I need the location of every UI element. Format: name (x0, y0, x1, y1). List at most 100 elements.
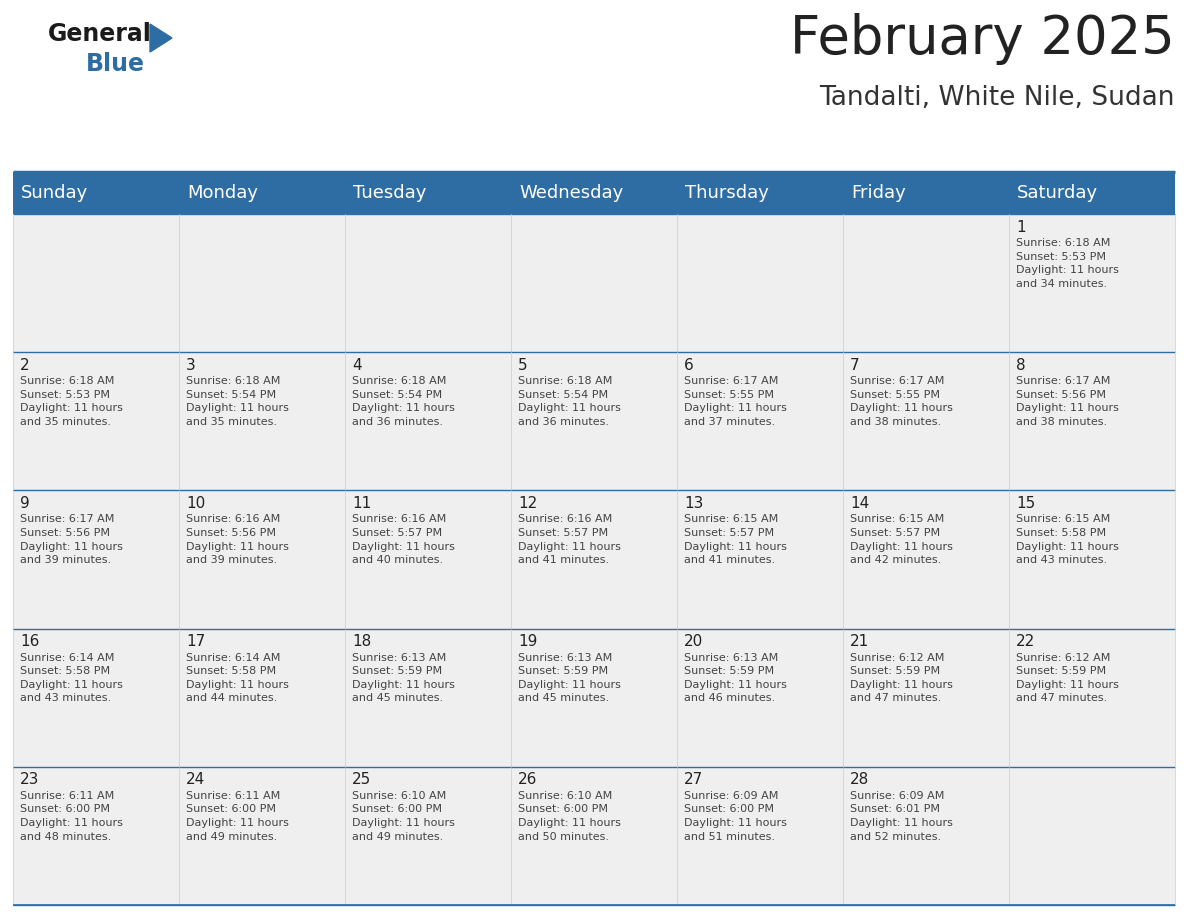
Text: 14: 14 (849, 496, 870, 511)
Text: 21: 21 (849, 634, 870, 649)
Bar (179, 629, 345, 767)
Bar (345, 214, 511, 353)
Bar (843, 353, 1009, 490)
Text: Sunrise: 6:12 AM
Sunset: 5:59 PM
Daylight: 11 hours
and 47 minutes.: Sunrise: 6:12 AM Sunset: 5:59 PM Dayligh… (849, 653, 953, 703)
Text: 15: 15 (1016, 496, 1035, 511)
Text: Sunday: Sunday (21, 184, 88, 202)
Bar (677, 353, 843, 490)
Bar (179, 353, 345, 490)
Bar (13, 353, 179, 490)
Bar (13, 767, 179, 905)
Text: 6: 6 (684, 358, 694, 373)
Text: Sunrise: 6:14 AM
Sunset: 5:58 PM
Daylight: 11 hours
and 44 minutes.: Sunrise: 6:14 AM Sunset: 5:58 PM Dayligh… (187, 653, 289, 703)
Bar (677, 214, 843, 353)
Bar (13, 172, 1175, 214)
Text: 2: 2 (20, 358, 30, 373)
Text: Sunrise: 6:18 AM
Sunset: 5:53 PM
Daylight: 11 hours
and 34 minutes.: Sunrise: 6:18 AM Sunset: 5:53 PM Dayligh… (1016, 238, 1119, 289)
Text: Sunrise: 6:09 AM
Sunset: 6:01 PM
Daylight: 11 hours
and 52 minutes.: Sunrise: 6:09 AM Sunset: 6:01 PM Dayligh… (849, 790, 953, 842)
Bar (843, 767, 1009, 905)
Bar (1009, 767, 1175, 905)
Text: Wednesday: Wednesday (519, 184, 624, 202)
Text: Sunrise: 6:12 AM
Sunset: 5:59 PM
Daylight: 11 hours
and 47 minutes.: Sunrise: 6:12 AM Sunset: 5:59 PM Dayligh… (1016, 653, 1119, 703)
Text: 22: 22 (1016, 634, 1035, 649)
Text: Thursday: Thursday (685, 184, 769, 202)
Text: Sunrise: 6:17 AM
Sunset: 5:55 PM
Daylight: 11 hours
and 37 minutes.: Sunrise: 6:17 AM Sunset: 5:55 PM Dayligh… (684, 376, 786, 427)
Text: Sunrise: 6:13 AM
Sunset: 5:59 PM
Daylight: 11 hours
and 45 minutes.: Sunrise: 6:13 AM Sunset: 5:59 PM Dayligh… (352, 653, 455, 703)
Bar (511, 214, 677, 353)
Bar (1009, 490, 1175, 629)
Bar (179, 490, 345, 629)
Bar (13, 214, 179, 353)
Text: Sunrise: 6:17 AM
Sunset: 5:56 PM
Daylight: 11 hours
and 38 minutes.: Sunrise: 6:17 AM Sunset: 5:56 PM Dayligh… (1016, 376, 1119, 427)
Text: 16: 16 (20, 634, 39, 649)
Text: 26: 26 (518, 772, 537, 788)
Bar (179, 214, 345, 353)
Bar (677, 490, 843, 629)
Bar (179, 767, 345, 905)
Text: Sunrise: 6:14 AM
Sunset: 5:58 PM
Daylight: 11 hours
and 43 minutes.: Sunrise: 6:14 AM Sunset: 5:58 PM Dayligh… (20, 653, 122, 703)
Bar (345, 353, 511, 490)
Text: 27: 27 (684, 772, 703, 788)
Text: General: General (48, 22, 152, 46)
Bar (13, 629, 179, 767)
Text: 13: 13 (684, 496, 703, 511)
Text: 20: 20 (684, 634, 703, 649)
Text: 23: 23 (20, 772, 39, 788)
Text: 17: 17 (187, 634, 206, 649)
Text: Sunrise: 6:18 AM
Sunset: 5:54 PM
Daylight: 11 hours
and 36 minutes.: Sunrise: 6:18 AM Sunset: 5:54 PM Dayligh… (352, 376, 455, 427)
Text: Saturday: Saturday (1017, 184, 1098, 202)
Text: Blue: Blue (86, 52, 145, 76)
Text: Sunrise: 6:17 AM
Sunset: 5:55 PM
Daylight: 11 hours
and 38 minutes.: Sunrise: 6:17 AM Sunset: 5:55 PM Dayligh… (849, 376, 953, 427)
Bar (13, 490, 179, 629)
Bar (843, 214, 1009, 353)
Text: 4: 4 (352, 358, 361, 373)
Text: 19: 19 (518, 634, 537, 649)
Text: Sunrise: 6:13 AM
Sunset: 5:59 PM
Daylight: 11 hours
and 45 minutes.: Sunrise: 6:13 AM Sunset: 5:59 PM Dayligh… (518, 653, 621, 703)
Text: Sunrise: 6:18 AM
Sunset: 5:53 PM
Daylight: 11 hours
and 35 minutes.: Sunrise: 6:18 AM Sunset: 5:53 PM Dayligh… (20, 376, 122, 427)
Bar (1009, 214, 1175, 353)
Text: 3: 3 (187, 358, 196, 373)
Text: Sunrise: 6:15 AM
Sunset: 5:57 PM
Daylight: 11 hours
and 42 minutes.: Sunrise: 6:15 AM Sunset: 5:57 PM Dayligh… (849, 514, 953, 565)
Text: 12: 12 (518, 496, 537, 511)
Text: Sunrise: 6:16 AM
Sunset: 5:57 PM
Daylight: 11 hours
and 40 minutes.: Sunrise: 6:16 AM Sunset: 5:57 PM Dayligh… (352, 514, 455, 565)
Text: Sunrise: 6:09 AM
Sunset: 6:00 PM
Daylight: 11 hours
and 51 minutes.: Sunrise: 6:09 AM Sunset: 6:00 PM Dayligh… (684, 790, 786, 842)
Text: Sunrise: 6:18 AM
Sunset: 5:54 PM
Daylight: 11 hours
and 36 minutes.: Sunrise: 6:18 AM Sunset: 5:54 PM Dayligh… (518, 376, 621, 427)
Text: February 2025: February 2025 (790, 13, 1175, 65)
Bar (843, 629, 1009, 767)
Text: 10: 10 (187, 496, 206, 511)
Polygon shape (150, 24, 172, 52)
Bar (511, 629, 677, 767)
Text: 9: 9 (20, 496, 30, 511)
Text: 25: 25 (352, 772, 371, 788)
Text: Friday: Friday (851, 184, 905, 202)
Bar (677, 767, 843, 905)
Text: Sunrise: 6:11 AM
Sunset: 6:00 PM
Daylight: 11 hours
and 48 minutes.: Sunrise: 6:11 AM Sunset: 6:00 PM Dayligh… (20, 790, 122, 842)
Text: Sunrise: 6:18 AM
Sunset: 5:54 PM
Daylight: 11 hours
and 35 minutes.: Sunrise: 6:18 AM Sunset: 5:54 PM Dayligh… (187, 376, 289, 427)
Bar (511, 353, 677, 490)
Text: Sunrise: 6:16 AM
Sunset: 5:57 PM
Daylight: 11 hours
and 41 minutes.: Sunrise: 6:16 AM Sunset: 5:57 PM Dayligh… (518, 514, 621, 565)
Text: Monday: Monday (187, 184, 258, 202)
Text: 7: 7 (849, 358, 860, 373)
Bar (345, 767, 511, 905)
Text: Tandalti, White Nile, Sudan: Tandalti, White Nile, Sudan (820, 85, 1175, 111)
Text: 28: 28 (849, 772, 870, 788)
Bar (677, 629, 843, 767)
Bar (345, 629, 511, 767)
Text: 8: 8 (1016, 358, 1025, 373)
Bar (843, 490, 1009, 629)
Bar (1009, 353, 1175, 490)
Text: Sunrise: 6:16 AM
Sunset: 5:56 PM
Daylight: 11 hours
and 39 minutes.: Sunrise: 6:16 AM Sunset: 5:56 PM Dayligh… (187, 514, 289, 565)
Text: 11: 11 (352, 496, 371, 511)
Text: 1: 1 (1016, 219, 1025, 234)
Text: 18: 18 (352, 634, 371, 649)
Text: 5: 5 (518, 358, 527, 373)
Bar (511, 490, 677, 629)
Text: Sunrise: 6:15 AM
Sunset: 5:58 PM
Daylight: 11 hours
and 43 minutes.: Sunrise: 6:15 AM Sunset: 5:58 PM Dayligh… (1016, 514, 1119, 565)
Text: Sunrise: 6:15 AM
Sunset: 5:57 PM
Daylight: 11 hours
and 41 minutes.: Sunrise: 6:15 AM Sunset: 5:57 PM Dayligh… (684, 514, 786, 565)
Bar (345, 490, 511, 629)
Text: Tuesday: Tuesday (353, 184, 426, 202)
Text: Sunrise: 6:10 AM
Sunset: 6:00 PM
Daylight: 11 hours
and 49 minutes.: Sunrise: 6:10 AM Sunset: 6:00 PM Dayligh… (352, 790, 455, 842)
Text: Sunrise: 6:17 AM
Sunset: 5:56 PM
Daylight: 11 hours
and 39 minutes.: Sunrise: 6:17 AM Sunset: 5:56 PM Dayligh… (20, 514, 122, 565)
Text: Sunrise: 6:11 AM
Sunset: 6:00 PM
Daylight: 11 hours
and 49 minutes.: Sunrise: 6:11 AM Sunset: 6:00 PM Dayligh… (187, 790, 289, 842)
Bar (1009, 629, 1175, 767)
